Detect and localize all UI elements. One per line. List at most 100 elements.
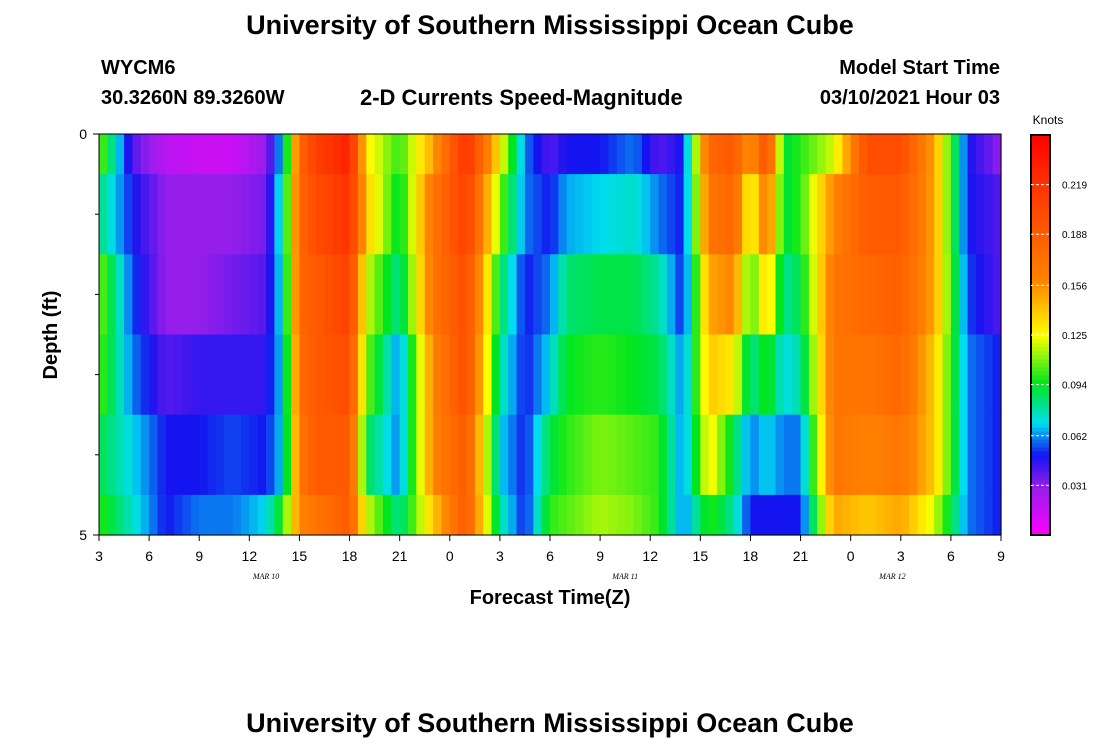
heatmap-cell [950, 494, 960, 536]
heatmap-cell [600, 174, 610, 255]
heatmap-cell [307, 254, 317, 336]
heatmap-cell [366, 254, 376, 336]
heatmap-cell [357, 254, 367, 336]
heatmap-cell [140, 334, 150, 416]
heatmap-cell [717, 174, 726, 255]
heatmap-cell [249, 334, 259, 416]
colorbar-segment [1031, 515, 1050, 520]
heatmap-cell [349, 494, 359, 536]
heatmap-cell [666, 134, 676, 175]
heatmap-cell [817, 174, 827, 255]
heatmap-cell [491, 334, 501, 416]
colorbar-tick-label: 0.188 [1062, 230, 1087, 241]
heatmap-cell [700, 414, 710, 496]
heatmap-cell [767, 334, 777, 416]
heatmap-cell [499, 334, 509, 416]
heatmap-cell [332, 134, 342, 175]
heatmap-cell [199, 494, 209, 536]
heatmap-cell [341, 254, 351, 336]
colorbar-segment [1031, 439, 1050, 444]
heatmap-cell [850, 134, 860, 175]
colorbar-segment [1031, 275, 1050, 280]
heatmap-cell [224, 174, 234, 255]
heatmap-cell [240, 494, 250, 536]
heatmap-cell [975, 134, 985, 175]
station-coordinates: 30.3260N 89.3260W [101, 87, 285, 109]
heatmap-cell [199, 134, 209, 175]
heatmap-cell [357, 174, 367, 255]
heatmap-cell [750, 254, 760, 336]
heatmap-cell [975, 334, 985, 416]
heatmap-cell [174, 174, 184, 255]
colorbar-segment [1031, 491, 1050, 496]
heatmap-cell [750, 334, 760, 416]
heatmap-cell [299, 414, 309, 496]
heatmap-cell [558, 334, 568, 416]
heatmap-cell [992, 254, 1002, 336]
heatmap-cell [466, 174, 476, 255]
heatmap-cell [600, 494, 610, 536]
model-start-time: 03/10/2021 Hour 03 [819, 87, 1000, 109]
heatmap-cell [775, 334, 785, 416]
colorbar-segment [1031, 403, 1050, 408]
colorbar-segment [1031, 347, 1050, 352]
heatmap-cell [633, 334, 643, 416]
heatmap-cell [650, 134, 660, 175]
heatmap-cell [825, 134, 835, 175]
colorbar-segment [1031, 171, 1050, 176]
heatmap-cell [817, 254, 827, 336]
heatmap-cell [266, 334, 275, 416]
heatmap-cell [124, 174, 134, 255]
heatmap-cell [232, 414, 242, 496]
heatmap-cell [717, 254, 726, 336]
heatmap-cell [215, 134, 225, 175]
x-tick-label: 18 [342, 548, 358, 564]
heatmap-cell [666, 334, 676, 416]
heatmap-cell [850, 494, 860, 536]
heatmap-cell [717, 334, 726, 416]
heatmap-cell [867, 134, 877, 175]
heatmap-cell [725, 134, 735, 175]
heatmap-cell [641, 134, 651, 175]
heatmap-cell [842, 494, 852, 536]
heatmap-cell [742, 494, 752, 536]
colorbar-segment [1031, 355, 1050, 360]
heatmap-cell [149, 334, 159, 416]
x-tick-label: 9 [596, 548, 604, 564]
heatmap-cell [925, 334, 935, 416]
heatmap-cell [967, 414, 977, 496]
colorbar-segment [1031, 499, 1050, 504]
heatmap-cell [474, 174, 484, 255]
heatmap-cell [633, 254, 643, 336]
heatmap-cell [458, 494, 468, 536]
heatmap-cell [967, 254, 977, 336]
heatmap-cell [291, 174, 301, 255]
heatmap-cell [474, 414, 484, 496]
heatmap-cell [324, 414, 334, 496]
heatmap-cell [775, 174, 785, 255]
colorbar-segment [1031, 471, 1050, 476]
heatmap-cell [508, 134, 518, 175]
colorbar-segment [1031, 387, 1050, 392]
heatmap-cell [733, 414, 743, 496]
heatmap-cell [474, 334, 484, 416]
colorbar-tick-label: 0.062 [1062, 432, 1087, 443]
heatmap-cell [274, 414, 284, 496]
heatmap-cell [975, 254, 985, 336]
heatmap-cell [884, 334, 894, 416]
heatmap-cell [566, 334, 576, 416]
colorbar-segment [1031, 391, 1050, 396]
heatmap-cell [541, 414, 551, 496]
heatmap-cell [132, 414, 142, 496]
heatmap-cell [341, 174, 351, 255]
heatmap-cell [541, 334, 551, 416]
heatmap-cell [424, 254, 434, 336]
colorbar-segment [1031, 383, 1050, 388]
heatmap-cell [307, 134, 317, 175]
heatmap-cell [825, 334, 835, 416]
colorbar-segment [1031, 271, 1050, 276]
heatmap-cell [658, 414, 668, 496]
heatmap-cell [190, 134, 200, 175]
colorbar-segment [1031, 283, 1050, 288]
heatmap-cell [190, 494, 200, 536]
